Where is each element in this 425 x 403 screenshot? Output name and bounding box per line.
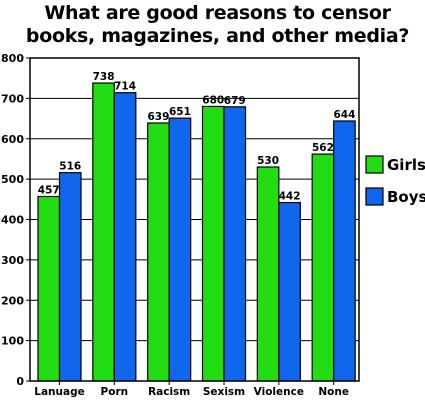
data-label: 679 xyxy=(224,95,246,107)
bar-girls xyxy=(256,166,280,382)
y-tick-label: 600 xyxy=(1,133,24,146)
x-tick-label: Lanuage xyxy=(34,386,84,398)
bar-girls xyxy=(201,105,225,382)
data-label: 530 xyxy=(257,155,279,167)
y-tick-label: 400 xyxy=(1,214,24,227)
data-label: 639 xyxy=(147,111,169,123)
chart-title-line-2: books, magazines, and other media? xyxy=(25,25,410,47)
y-tick-label: 500 xyxy=(1,173,24,186)
x-tick-label: Porn xyxy=(101,386,129,398)
data-label: 714 xyxy=(114,81,136,93)
bar-girls xyxy=(147,122,170,382)
data-label: 442 xyxy=(279,191,301,203)
data-label: 738 xyxy=(93,71,115,83)
bar-boys xyxy=(58,172,82,382)
data-label: 457 xyxy=(38,184,60,196)
x-tick-label: None xyxy=(318,386,349,398)
y-tick-label: 200 xyxy=(1,294,24,307)
legend-swatch-boys xyxy=(365,187,384,206)
bar-boys xyxy=(223,106,247,382)
bar-girls xyxy=(92,82,115,382)
data-label: 562 xyxy=(312,142,334,154)
legend-label-boys: Boys xyxy=(387,188,425,206)
x-tick-label: Racism xyxy=(148,386,190,398)
bar-boys xyxy=(168,117,192,382)
data-label: 516 xyxy=(59,161,81,173)
plot-frame xyxy=(29,57,360,382)
y-tick-label: 100 xyxy=(1,335,24,348)
legend-label-girls: Girls xyxy=(387,156,425,174)
data-label: 651 xyxy=(169,106,191,118)
y-tick-label: 700 xyxy=(1,92,24,105)
y-tick-label: 0 xyxy=(16,375,24,388)
chart-title-line-1: What are good reasons to censor xyxy=(44,2,391,24)
bar-boys xyxy=(333,120,356,382)
y-tick-label: 800 xyxy=(1,52,24,65)
x-tick-label: Violence xyxy=(254,386,304,398)
x-tick-label: Sexism xyxy=(203,386,245,398)
bar-girls xyxy=(311,153,335,382)
chart-title: What are good reasons to censor books, m… xyxy=(20,2,415,48)
bar-girls xyxy=(37,195,61,382)
bar-boys xyxy=(113,92,137,382)
bar-boys xyxy=(278,201,301,382)
y-tick-label: 300 xyxy=(1,254,24,267)
legend-swatch-girls xyxy=(365,155,384,174)
data-label: 680 xyxy=(202,94,224,106)
data-label: 644 xyxy=(333,109,355,121)
